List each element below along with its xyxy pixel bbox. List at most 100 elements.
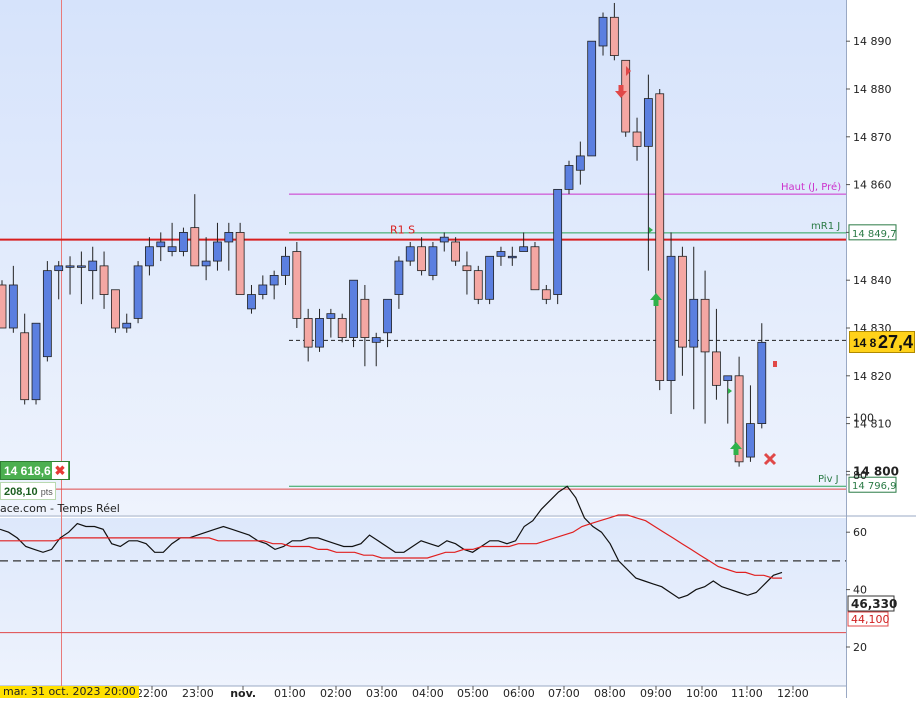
piv-price-tag-box: [848, 476, 897, 493]
time-axis-label: 05:00: [457, 687, 489, 698]
close-position-icon[interactable]: ✖: [52, 462, 68, 479]
sell-signal-arrow: [615, 85, 627, 98]
time-axis-label: 02:00: [320, 687, 352, 698]
candle-body: [315, 318, 324, 348]
price-axis-label: 14 800: [853, 464, 899, 478]
levels-layer: Haut (J, Pré) mR1 J R1 S Piv J: [0, 181, 846, 487]
candle: [712, 308, 721, 400]
candle-body: [712, 351, 721, 386]
oscillator-axis-label: 100: [853, 411, 874, 424]
candle: [292, 241, 302, 328]
buy-signal-arrow: [730, 442, 742, 455]
time-axis-label: 22:00: [136, 687, 168, 698]
candle: [496, 246, 506, 266]
candle-body: [133, 265, 143, 319]
candle: [8, 265, 18, 333]
data-source-label: ace.com - Temps Réel: [0, 502, 120, 515]
candles-layer: [0, 2, 767, 467]
position-price: 14 618,6: [4, 464, 51, 478]
candle: [42, 261, 52, 362]
last-price-tag[interactable]: 14 8 27,4: [849, 331, 915, 353]
candle: [20, 313, 30, 405]
candle-body: [326, 313, 336, 319]
oscillator-value-tag-box: [847, 595, 895, 612]
time-axis-label: 23:00: [182, 687, 214, 698]
candle-body: [99, 265, 109, 295]
candle: [235, 222, 245, 295]
position-points-unit: pts: [40, 487, 53, 497]
price-axis-label: 14 880: [853, 83, 892, 96]
candle: [541, 284, 551, 305]
candle: [609, 2, 619, 61]
candle-body: [553, 188, 563, 295]
candle: [451, 237, 461, 266]
piv-price-tag-text: 14 796,9: [852, 481, 897, 492]
time-axis-label: 08:00: [594, 687, 626, 698]
candle-body: [281, 255, 290, 276]
stop-marker: [773, 361, 777, 367]
candle: [326, 308, 336, 338]
candle-body: [564, 165, 574, 190]
candle-body: [632, 131, 642, 147]
candle: [473, 265, 483, 305]
candle-body: [428, 246, 438, 276]
price-axis-label: 14 810: [853, 418, 892, 431]
time-axis-label: 10:00: [686, 687, 718, 698]
candle: [190, 194, 200, 267]
sell-signal-flag: [626, 66, 631, 76]
mr1-price-tag: 14 849,7: [848, 224, 897, 241]
oscillator-series-main: [0, 485, 783, 599]
candle-body: [655, 93, 665, 381]
candle-body: [689, 298, 699, 348]
candle-body: [54, 265, 64, 272]
candle-body: [145, 246, 154, 267]
candle: [337, 313, 347, 343]
candle: [700, 270, 710, 424]
candle: [643, 74, 653, 271]
crosshair-date-label: mar. 31 oct. 2023 20:00: [0, 686, 139, 698]
candle: [167, 222, 177, 257]
candle: [213, 222, 222, 271]
candle-body: [269, 275, 279, 286]
time-axis-label: nov.: [230, 687, 256, 698]
candle: [587, 40, 597, 157]
candle: [179, 227, 188, 257]
candle: [31, 322, 41, 405]
candle-body: [156, 241, 166, 248]
stop-loss-x-icon: [763, 452, 777, 466]
candle: [553, 188, 563, 305]
candle-body: [666, 255, 676, 381]
price-axis-label: 14 820: [853, 370, 892, 383]
candle: [156, 232, 166, 262]
level-label-haut: Haut (J, Pré): [781, 181, 841, 193]
piv-price-tag: 14 796,9: [848, 476, 897, 493]
candle-body: [190, 227, 200, 267]
markers-layer: [615, 66, 777, 466]
candle: [666, 232, 676, 415]
candle-body: [598, 16, 608, 47]
mr1-price-tag-text: 14 849,7: [852, 229, 897, 240]
candle: [269, 270, 279, 300]
price-axis-label: 14 840: [853, 274, 892, 287]
candle: [575, 141, 585, 185]
candle: [122, 313, 132, 333]
oscillator-signal-tag-text: 44,100: [851, 613, 890, 626]
last-price-suffix: 27,4: [878, 332, 914, 352]
candle-body: [179, 231, 188, 252]
candle: [54, 261, 64, 300]
candle-body: [167, 246, 177, 252]
candle-body: [337, 318, 347, 338]
candle: [303, 308, 313, 362]
oscillator-axis-label: 60: [853, 526, 867, 539]
level-label-mr1: mR1 J: [811, 221, 840, 232]
candle: [247, 284, 256, 314]
candle: [530, 241, 540, 291]
mr1-price-tag-box: [848, 224, 897, 241]
candle-body: [405, 246, 415, 262]
candle: [145, 237, 154, 276]
price-axis-label: 14 870: [853, 131, 892, 144]
candle-body: [507, 255, 517, 259]
